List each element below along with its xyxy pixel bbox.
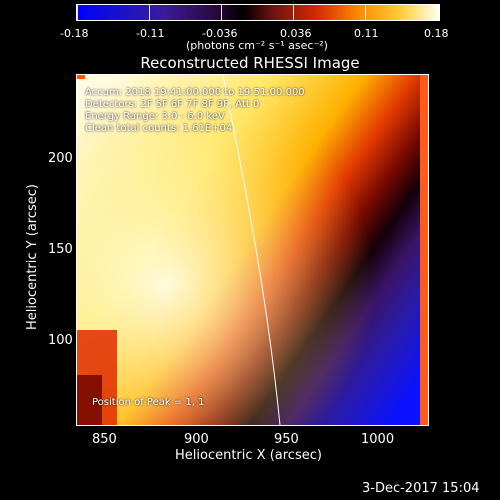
peak-position-label: Position of Peak = 1, 1 xyxy=(92,397,205,408)
legend-line: Detectors: 2F 5F 6F 7F 8F 9F, Att 0 xyxy=(85,99,260,110)
legend-line: Energy Range: 3.0 - 6.0 keV xyxy=(85,111,225,122)
colorbar-tick xyxy=(293,5,294,20)
y-tick-label: 100 xyxy=(48,333,73,348)
colorbar-tick xyxy=(365,5,366,20)
y-tick-label: 200 xyxy=(48,151,73,166)
x-tick-label: 1000 xyxy=(361,432,395,447)
legend-time: Accum: 2018 19:41:00.000 to 19:51:00.000 xyxy=(85,87,305,98)
legend-line: Clean total counts: 1.61E+04 xyxy=(85,123,233,134)
x-tick-label: 900 xyxy=(184,432,209,447)
colorbar xyxy=(76,4,440,21)
colorbar-tick-label: 0.11 xyxy=(354,27,379,40)
plot-title: Reconstructed RHESSI Image xyxy=(140,54,360,72)
y-axis-label: Heliocentric Y (arcsec) xyxy=(25,184,40,330)
solar-limb-line xyxy=(222,75,281,425)
colorbar-tick-label: -0.11 xyxy=(136,27,165,40)
colorbar-tick-label: 0.18 xyxy=(424,27,449,40)
colorbar-tick xyxy=(437,5,438,20)
x-axis-label: Heliocentric X (arcsec) xyxy=(175,448,322,463)
colorbar-tick xyxy=(149,5,150,20)
colorbar-tick-label: -0.036 xyxy=(202,27,238,40)
colorbar-tick-label: -0.18 xyxy=(60,27,89,40)
solar-image-panel xyxy=(76,74,429,426)
colorbar-tick-label: 0.036 xyxy=(280,27,312,40)
colorbar-units-label: (photons cm⁻² s⁻¹ asec⁻²) xyxy=(186,39,328,52)
rhessi-image xyxy=(77,75,428,425)
x-tick-label: 950 xyxy=(274,432,299,447)
footer-timestamp: 3-Dec-2017 15:04 xyxy=(362,481,480,496)
colorbar-tick xyxy=(77,5,78,20)
y-tick-label: 150 xyxy=(48,242,73,257)
colorbar-tick xyxy=(221,5,222,20)
x-tick-label: 850 xyxy=(92,432,117,447)
